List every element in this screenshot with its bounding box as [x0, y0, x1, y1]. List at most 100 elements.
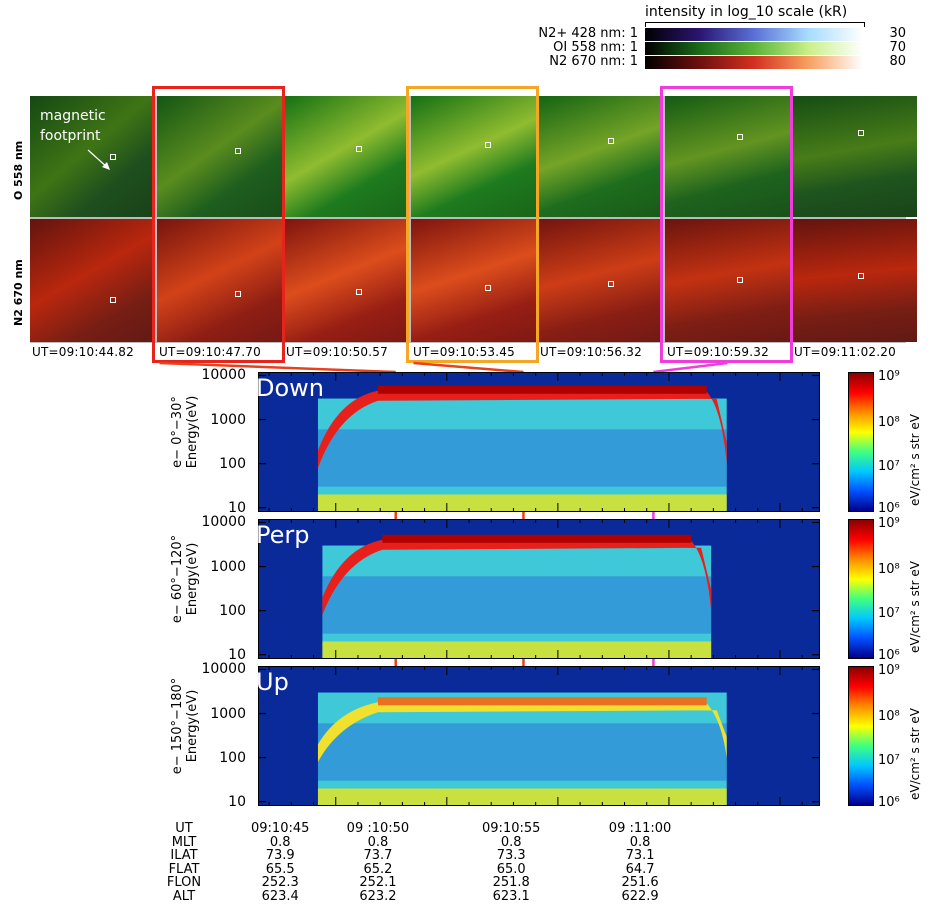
spectrogram-panel	[258, 666, 820, 806]
orbit-value: 64.7	[625, 861, 655, 877]
spectrogram-panel	[258, 519, 820, 659]
colorbar-gradient	[645, 42, 863, 55]
n2-670-image-tile	[792, 219, 917, 342]
spectrogram-svg	[259, 373, 819, 511]
flux-region-base	[317, 494, 727, 511]
auroral-image-strip	[30, 96, 917, 343]
orbit-value: 09 :10:50	[346, 821, 410, 836]
orbit-value: 251.8	[492, 875, 530, 890]
footprint-marker	[235, 148, 241, 154]
colorbar-tick-label: 10⁶	[878, 794, 900, 810]
o558-image-tile	[792, 96, 917, 217]
orbit-value: 623.4	[261, 888, 299, 904]
orbit-value: 65.5	[265, 861, 295, 877]
n2-670-image-tile	[665, 219, 790, 342]
n2-670-image-tile	[538, 219, 663, 342]
footprint-marker	[356, 289, 362, 295]
footprint-marker	[737, 134, 743, 140]
colorbar-tick-label: 10⁸	[878, 415, 900, 431]
footprint-marker	[356, 146, 362, 152]
n2-670-image-tile	[411, 219, 536, 342]
orbit-value: 623.2	[359, 888, 397, 904]
y-axis-label-line1: e− 0°−30°	[170, 396, 185, 468]
o558-image-tile	[538, 96, 663, 217]
frame-highlight-box	[152, 86, 285, 363]
footprint-marker	[858, 130, 864, 136]
orbit-value: 73.3	[496, 848, 526, 863]
peak-energy-band	[317, 390, 727, 468]
y-axis-label: e− 150°−180° Energy(eV)	[170, 656, 200, 796]
panel-label: Down	[256, 374, 325, 402]
y-tick-label: 10000	[201, 661, 246, 678]
y-tick-label: 10	[228, 499, 246, 516]
panel-label: Up	[256, 668, 289, 696]
colorbar-row-max: 70	[889, 40, 906, 55]
frame-timestamp: UT=09:11:02.20	[794, 345, 896, 359]
colorbar-tick-label: 10⁷	[878, 605, 900, 621]
colorbar-tick-label: 10⁶	[878, 647, 900, 663]
frame-timestamp: UT=09:10:50.57	[286, 345, 388, 359]
orbit-value: 622.9	[621, 888, 659, 904]
spectrogram-svg	[259, 667, 819, 805]
n2-670-image-tile	[30, 219, 155, 342]
y-tick-label: 10	[228, 793, 246, 810]
colorbar-tick-label: 10⁸	[878, 562, 900, 578]
y-tick-label: 1000	[210, 411, 246, 428]
peak-energy-band	[317, 702, 727, 762]
flux-region-mid	[322, 576, 712, 634]
o558-image-tile	[665, 96, 790, 217]
panel-label: Perp	[256, 521, 310, 549]
footprint-marker	[608, 138, 614, 144]
orbit-value: 73.7	[363, 848, 393, 863]
orbit-row-label: MLT	[171, 834, 197, 850]
colorbar-row-label: OI 558 nm: 1	[553, 40, 638, 55]
spectrogram-panel	[258, 372, 820, 512]
colorbar-tick-label: 10⁷	[878, 458, 900, 474]
footprint-marker	[235, 291, 241, 297]
orbit-value: 251.6	[621, 875, 659, 890]
orbit-value: 252.1	[359, 875, 397, 890]
colorbar-tick-label: 10⁸	[878, 709, 900, 725]
footprint-annotation: magnetic footprint	[40, 106, 106, 146]
y-tick-label: 10000	[201, 514, 246, 531]
orbit-value: 0.8	[500, 834, 522, 850]
flux-colorbar	[848, 372, 874, 512]
footprint-marker	[110, 154, 116, 160]
y-tick-label: 10	[228, 646, 246, 663]
footprint-marker	[485, 142, 491, 148]
peak-energy-band	[322, 539, 712, 615]
orbit-row-label: ALT	[172, 888, 196, 904]
frame-timestamp: UT=09:10:59.32	[667, 345, 769, 359]
peak-energy-core	[377, 385, 707, 394]
orbit-value: 65.0	[496, 861, 526, 877]
y-axis-label-line2: Energy(eV)	[185, 542, 200, 616]
o558-image-tile	[284, 96, 409, 217]
n2-670-image-tile	[284, 219, 409, 342]
orbit-value: 73.1	[625, 848, 655, 863]
orbit-value: 0.8	[629, 834, 651, 850]
o558-image-tile	[157, 96, 282, 217]
y-axis-label: e− 60°−120° Energy(eV)	[170, 509, 200, 649]
spectrogram-svg	[259, 520, 819, 658]
flux-colorbar	[848, 666, 874, 806]
colorbar-row-label: N2 670 nm: 1	[549, 54, 638, 69]
orbit-value: 09:10:55	[482, 821, 541, 836]
y-tick-label: 1000	[210, 705, 246, 722]
frame-highlight-box	[406, 86, 539, 363]
y-axis-label-line2: Energy(eV)	[185, 395, 200, 469]
marker-connector	[653, 361, 728, 374]
flux-region-base	[322, 641, 712, 658]
frame-timestamp: UT=09:10:56.32	[540, 345, 642, 359]
footprint-marker	[858, 273, 864, 279]
colorbar-tick-label: 10⁹	[878, 369, 900, 384]
y-axis-label: e− 0°−30° Energy(eV)	[170, 362, 200, 502]
orbit-value: 252.3	[261, 875, 299, 890]
orbit-value: 73.9	[265, 848, 295, 863]
y-tick-label: 1000	[210, 558, 246, 575]
orbit-row-label: FLON	[166, 875, 202, 890]
flux-region-base	[317, 788, 727, 805]
colorbar-row-max: 30	[889, 26, 906, 41]
footprint-marker	[737, 277, 743, 283]
frame-timestamp: UT=09:10:44.82	[32, 345, 134, 359]
y-tick-label: 100	[219, 602, 246, 619]
